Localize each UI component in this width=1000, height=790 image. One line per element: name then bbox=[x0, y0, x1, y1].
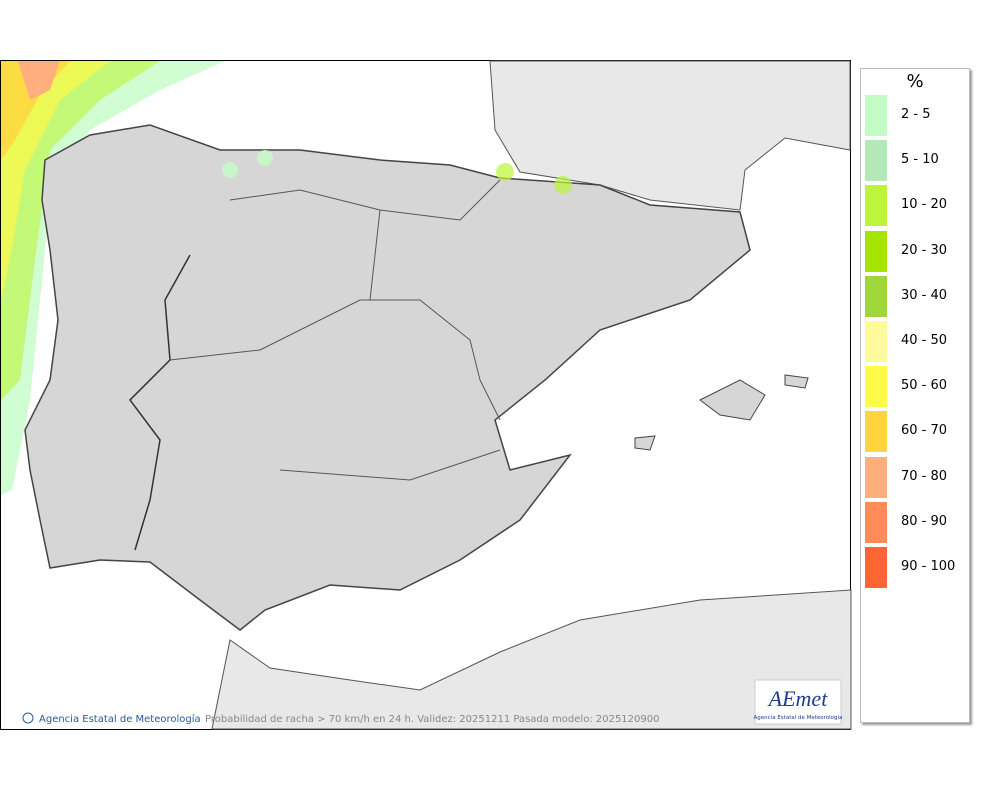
legend-label: 50 - 60 bbox=[901, 378, 948, 394]
legend-swatch bbox=[865, 185, 887, 227]
sea-band bbox=[18, 61, 60, 100]
legend-swatch bbox=[865, 501, 887, 543]
legend-swatch bbox=[865, 230, 887, 272]
credit: Agencia Estatal de Meteorología bbox=[39, 713, 201, 725]
legend-label: 5 - 10 bbox=[901, 152, 939, 168]
legend-label: 80 - 90 bbox=[901, 513, 948, 529]
legend-item: 50 - 60 bbox=[865, 366, 965, 408]
copyright-icon bbox=[22, 712, 34, 724]
legend-label: 40 - 50 bbox=[901, 333, 948, 348]
legend-swatch bbox=[865, 411, 887, 453]
region-border bbox=[169, 179, 501, 481]
africa bbox=[211, 589, 852, 730]
legend-item: 80 - 90 bbox=[865, 501, 965, 543]
legend-label: 30 - 40 bbox=[901, 287, 948, 303]
legend-item: 60 - 70 bbox=[865, 411, 965, 453]
legend-item: 90 - 100 bbox=[865, 547, 965, 588]
legend-label: 20 - 30 bbox=[901, 242, 948, 258]
legend-swatch bbox=[865, 366, 887, 408]
legend-item: 5 - 10 bbox=[865, 140, 965, 182]
iberian-peninsula bbox=[24, 124, 751, 631]
balearic-islands bbox=[634, 374, 809, 451]
legend-label: 10 - 20 bbox=[901, 197, 948, 213]
caption: Probabilidad de racha > 70 km/h en 24 h.… bbox=[205, 714, 659, 725]
probability-spot bbox=[554, 176, 572, 194]
legend-item: 70 - 80 bbox=[865, 456, 965, 498]
legend-swatch bbox=[865, 547, 887, 588]
legend-swatch bbox=[865, 275, 887, 317]
legend-swatch bbox=[865, 95, 887, 136]
probability-spot bbox=[496, 163, 514, 181]
legend-item: 10 - 20 bbox=[865, 185, 965, 227]
legend-swatch bbox=[865, 140, 887, 182]
legend-title: % bbox=[906, 71, 924, 92]
logo-box bbox=[754, 679, 842, 725]
legend: % 2 - 5 5 - 10 10 - 20 20 - 30 30 - 40 40 - 5… bbox=[860, 68, 970, 723]
map: Agencia Estatal de Meteorología Probabil… bbox=[0, 60, 852, 730]
legend-item: 40 - 50 bbox=[865, 321, 965, 362]
border-portugal bbox=[129, 254, 191, 551]
legend-item: 20 - 30 bbox=[865, 230, 965, 272]
logo: AEmet bbox=[767, 686, 829, 711]
sea-band bbox=[1, 61, 70, 160]
legend-label: 60 - 70 bbox=[901, 423, 948, 439]
legend-label: 70 - 80 bbox=[901, 468, 948, 484]
legend-label: 90 - 100 bbox=[901, 559, 956, 574]
probability-spot bbox=[257, 150, 273, 166]
logo-subtitle: Agencia Estatal de Meteorología bbox=[754, 714, 843, 721]
legend-swatch bbox=[865, 321, 887, 362]
legend-item: 30 - 40 bbox=[865, 275, 965, 317]
france bbox=[489, 60, 851, 211]
legend-label: 2 - 5 bbox=[901, 107, 931, 122]
legend-swatch bbox=[865, 456, 887, 498]
sea-band bbox=[1, 61, 110, 300]
probability-spot bbox=[222, 162, 238, 178]
sea-band bbox=[1, 61, 160, 400]
legend-item: 2 - 5 bbox=[865, 95, 965, 136]
